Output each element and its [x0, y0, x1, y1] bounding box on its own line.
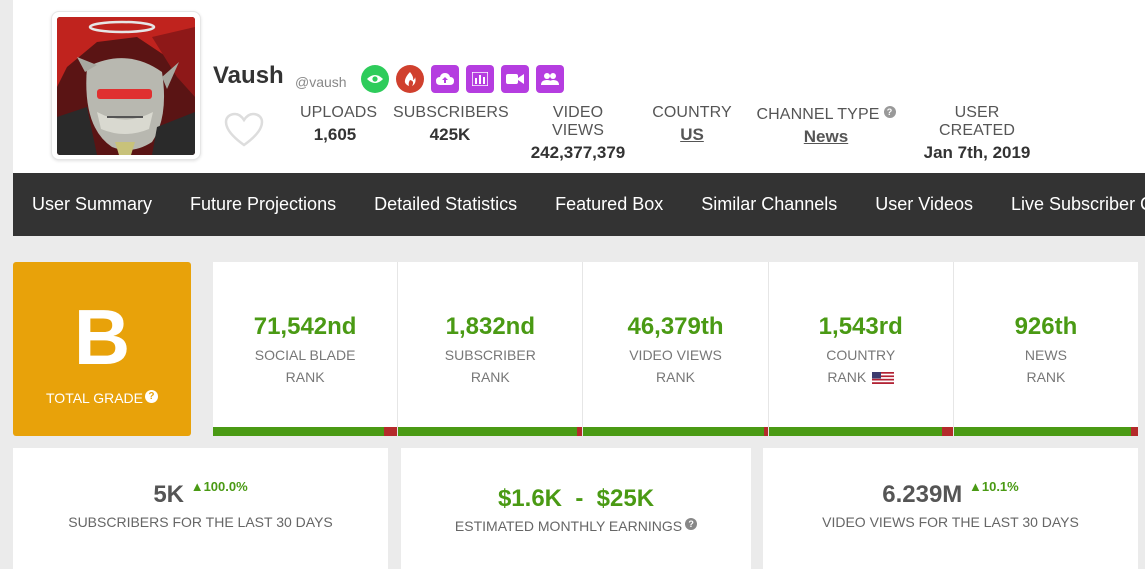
subscribers-label: SUBSCRIBERS [393, 104, 509, 121]
uploads-label: UPLOADS [300, 104, 378, 121]
country-link[interactable]: US [680, 125, 704, 144]
rank-progress-bar [398, 427, 583, 436]
rank-progress-bar [953, 427, 1139, 436]
stat-subscribers: SUBSCRIBERS 425K [393, 104, 509, 145]
help-icon[interactable]: ? [685, 518, 698, 530]
video-views-30d-card: 6.239M ▲10.1% VIDEO VIEWS FOR THE LAST 3… [763, 448, 1138, 569]
favorite-heart-icon[interactable] [224, 112, 264, 148]
rank-value: 1,832nd [445, 313, 535, 340]
channel-handle: @vaush [295, 74, 347, 90]
subscribers-value: 425K [429, 125, 471, 144]
rank-strip: 71,542nd SOCIAL BLADE RANK 1,832nd SUBSCR… [213, 262, 1139, 436]
rank-card-subscriber: 1,832nd SUBSCRIBER RANK [398, 262, 584, 436]
rank-progress-bar [768, 427, 953, 436]
nav-detailed-statistics[interactable]: Detailed Statistics [374, 194, 518, 214]
subscribers-30d-card: 5K ▲100.0% SUBSCRIBERS FOR THE LAST 30 D… [13, 448, 388, 569]
subscribers-delta: ▲100.0% [190, 479, 248, 494]
nav-live-subscriber-count[interactable]: Live Subscriber Count [1011, 194, 1145, 214]
nav-user-videos[interactable]: User Videos [875, 194, 973, 214]
stat-user-created: USER CREATED Jan 7th, 2019 [916, 104, 1038, 163]
rank-card-news: 926th NEWS RANK [953, 262, 1139, 436]
nav-similar-channels[interactable]: Similar Channels [701, 194, 838, 214]
channel-type-label: CHANNEL TYPE? [751, 106, 901, 124]
rank-card-video-views: 46,379th VIDEO VIEWS RANK [583, 262, 769, 436]
rank-caption: SOCIAL BLADE RANK [254, 347, 356, 385]
earnings-label: ESTIMATED MONTHLY EARNINGS? [401, 518, 751, 534]
grade-label: TOTAL GRADE? [13, 390, 191, 406]
eye-icon[interactable] [361, 65, 389, 93]
nav-user-summary[interactable]: User Summary [32, 194, 153, 214]
rank-value: 46,379th [627, 313, 724, 340]
rank-card-social-blade: 71,542nd SOCIAL BLADE RANK [213, 262, 399, 436]
nav-featured-box[interactable]: Featured Box [555, 194, 664, 214]
subscribers-30d-value: 5K ▲100.0% [153, 479, 248, 508]
bar-chart-icon[interactable] [466, 65, 494, 93]
help-icon[interactable]: ? [144, 390, 158, 403]
rank-value: 926th [1014, 313, 1078, 340]
avatar-frame [51, 11, 201, 160]
us-flag-icon [872, 372, 895, 385]
video-camera-icon[interactable] [501, 65, 529, 93]
stat-channel-type: CHANNEL TYPE? News [751, 104, 901, 147]
video-views-30d-value: 6.239M ▲10.1% [882, 479, 1019, 508]
user-created-value: Jan 7th, 2019 [923, 143, 1031, 162]
section-nav: User Summary Future Projections Detailed… [13, 173, 1145, 236]
views-delta: ▲10.1% [968, 479, 1019, 494]
video-views-30d-label: VIDEO VIEWS FOR THE LAST 30 DAYS [822, 514, 1079, 530]
stat-uploads: UPLOADS 1,605 [300, 104, 378, 145]
cloud-upload-icon[interactable] [431, 65, 459, 93]
uploads-value: 1,605 [313, 125, 357, 144]
total-grade-card: B TOTAL GRADE? [13, 262, 191, 436]
grade-letter: B [73, 293, 131, 381]
rank-caption: NEWS RANK [1024, 347, 1067, 385]
rank-progress-bar [583, 427, 768, 436]
country-label: COUNTRY [652, 104, 732, 121]
users-icon[interactable] [536, 65, 564, 93]
earnings-value: $1.6K - $25K [497, 485, 655, 512]
badge-row [361, 65, 564, 93]
channel-avatar[interactable] [57, 17, 195, 155]
user-created-label: USER CREATED [939, 104, 1015, 139]
channel-type-link[interactable]: News [803, 127, 849, 146]
channel-name: Vaush [213, 62, 284, 89]
rank-caption: VIDEO VIEWS RANK [629, 347, 722, 385]
rank-card-country: 1,543rd COUNTRY RANK [768, 262, 954, 436]
rank-value: 1,543rd [818, 313, 903, 340]
subscribers-30d-label: SUBSCRIBERS FOR THE LAST 30 DAYS [68, 514, 333, 530]
rank-caption: SUBSCRIBER RANK [444, 347, 536, 385]
video-views-value: 242,377,379 [530, 143, 626, 162]
rank-caption: COUNTRY RANK [826, 347, 896, 385]
nav-future-projections[interactable]: Future Projections [190, 194, 337, 214]
video-views-label: VIDEO VIEWS [551, 104, 605, 139]
help-icon[interactable]: ? [883, 106, 896, 118]
earnings-card: $1.6K - $25K ESTIMATED MONTHLY EARNINGS? [401, 448, 751, 569]
rank-progress-bar [213, 427, 398, 436]
rank-value: 71,542nd [253, 313, 357, 340]
stat-country: COUNTRY US [652, 104, 732, 145]
channel-header: Vaush @vaush UPLOADS 1,605 SUBSCRIBERS 4… [13, 0, 1145, 173]
stat-video-views: VIDEO VIEWS 242,377,379 [526, 104, 630, 163]
fire-icon[interactable] [396, 65, 424, 93]
